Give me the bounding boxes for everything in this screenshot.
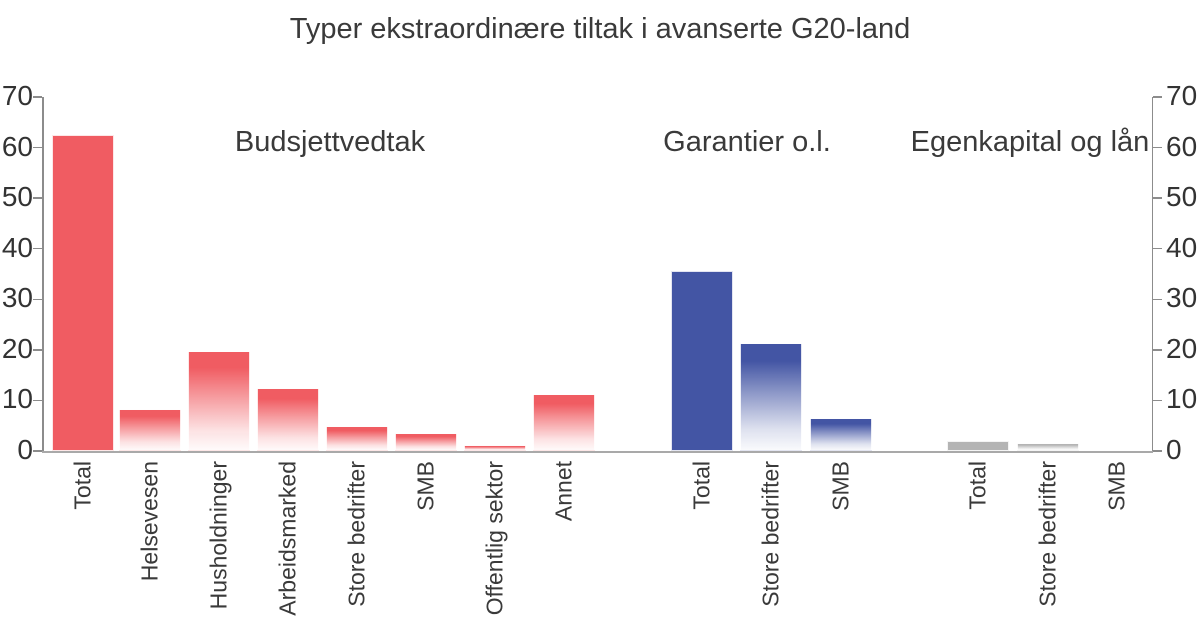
y-tick-right-40 (1153, 247, 1162, 250)
group-label-budsjettvedtak: Budsjettvedtak (234, 126, 426, 158)
x-label-budsjettvedtak-husholdninger: Husholdninger (205, 461, 232, 610)
y-tick-label-left-70: 70 (1, 80, 33, 111)
y-tick-label-left-20: 20 (1, 332, 33, 364)
x-label-budsjettvedtak-annet: Annet (550, 461, 577, 522)
y-tick-right-60 (1153, 146, 1162, 149)
y-tick-label-left-60: 60 (1, 130, 33, 162)
y-tick-right-0 (1153, 450, 1162, 452)
x-label-budsjettvedtak-helsevesen: Helsevesen (136, 461, 163, 582)
x-label-budsjettvedtak-store-bedrifter: Store bedrifter (343, 461, 370, 607)
chart-title: Typer ekstraordinære tiltak i avanserte … (289, 13, 911, 45)
y-tick-label-left-30: 30 (1, 282, 33, 314)
y-tick-label-right-50: 50 (1166, 181, 1198, 213)
y-tick-label-left-10: 10 (1, 383, 33, 415)
y-tick-label-right-40: 40 (1166, 231, 1198, 263)
x-label-budsjettvedtak-arbeidsmarked: Arbeidsmarked (274, 461, 301, 616)
y-axis-left (42, 97, 44, 451)
x-label-budsjettvedtak-offentlig-sektor: Offentlig sektor (481, 461, 508, 616)
y-tick-label-left-40: 40 (1, 231, 33, 263)
x-label-egenkapital-og-lan-smb: SMB (1103, 461, 1130, 511)
y-tick-left-20 (33, 349, 42, 351)
y-tick-label-left-50: 50 (1, 181, 33, 213)
bar-garantier-o-l-store-bedrifter (740, 342, 803, 451)
bar-budsjettvedtak-arbeidsmarked (256, 387, 319, 451)
y-tick-left-10 (33, 399, 42, 402)
x-label-garantier-o-l-smb: SMB (827, 461, 854, 511)
y-tick-left-60 (33, 146, 42, 149)
y-tick-right-70 (1153, 96, 1162, 98)
y-tick-label-right-70: 70 (1166, 80, 1198, 111)
y-tick-left-40 (33, 247, 42, 250)
y-tick-right-10 (1153, 399, 1162, 402)
bar-budsjettvedtak-total (52, 134, 114, 451)
x-label-budsjettvedtak-smb: SMB (412, 461, 439, 511)
y-tick-right-30 (1153, 298, 1162, 301)
bar-budsjettvedtak-smb (395, 432, 457, 451)
bar-budsjettvedtak-annet (532, 393, 595, 451)
y-tick-label-right-60: 60 (1166, 130, 1198, 162)
y-tick-label-right-20: 20 (1166, 332, 1198, 364)
group-label-egenkapital: Egenkapital og lån (910, 126, 1150, 158)
bar-garantier-o-l-total (670, 271, 733, 451)
bar-budsjettvedtak-husholdninger (187, 350, 250, 451)
y-tick-right-20 (1153, 349, 1162, 351)
bar-budsjettvedtak-helsevesen (119, 409, 182, 451)
y-tick-right-50 (1153, 197, 1162, 199)
bar-budsjettvedtak-store-bedrifter (326, 425, 388, 451)
bar-garantier-o-l-smb (809, 418, 872, 451)
x-label-garantier-o-l-store-bedrifter: Store bedrifter (757, 461, 784, 607)
y-tick-left-0 (33, 450, 42, 452)
y-tick-left-50 (33, 197, 42, 199)
y-tick-left-30 (33, 298, 42, 301)
y-tick-label-right-10: 10 (1166, 383, 1198, 415)
y-tick-label-right-0: 0 (1166, 434, 1182, 465)
x-label-egenkapital-og-lan-total: Total (964, 461, 991, 510)
x-label-garantier-o-l-total: Total (688, 461, 715, 510)
group-label-garantier: Garantier o.l. (663, 126, 831, 158)
x-axis-baseline (42, 450, 1153, 453)
y-tick-label-right-30: 30 (1166, 282, 1198, 314)
x-label-budsjettvedtak-total: Total (69, 461, 96, 510)
y-tick-left-70 (33, 96, 42, 98)
y-tick-label-left-0: 0 (17, 434, 33, 465)
y-axis-right (1151, 97, 1153, 451)
x-label-egenkapital-og-lan-store-bedrifter: Store bedrifter (1034, 461, 1061, 607)
